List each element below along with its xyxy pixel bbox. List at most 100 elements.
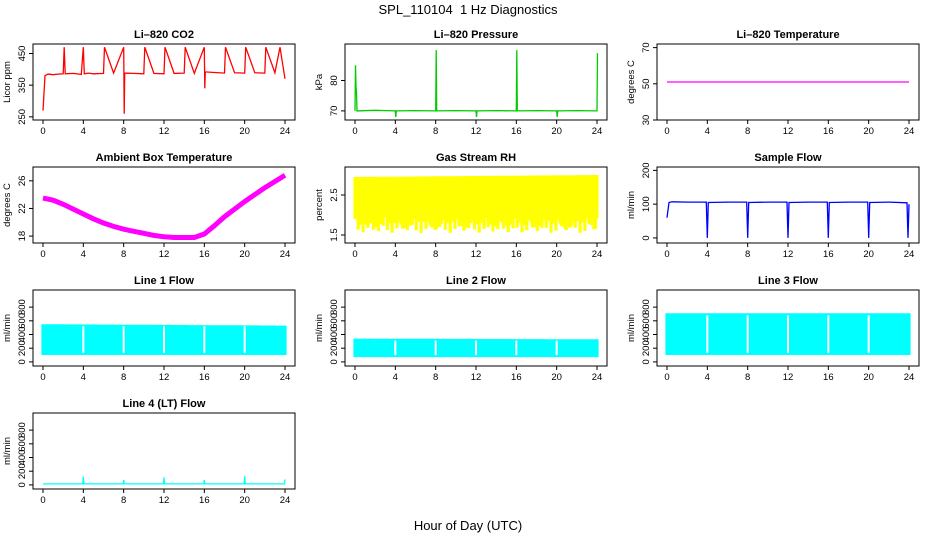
y-tick-label: 0 [17, 482, 28, 487]
y-axis-label: ml/min [2, 437, 13, 465]
y-tick-label: 600 [641, 313, 652, 329]
x-tick-label: 24 [280, 126, 291, 137]
y-tick-label: 400 [329, 327, 340, 343]
x-tick-label: 16 [511, 249, 522, 260]
y-tick-label: 800 [329, 299, 340, 315]
chart-title: Line 3 Flow [758, 275, 818, 287]
chart-panel-8: Line 2 Flow ml/min 0 4 8 12 16 20 24 0 20040060080… [314, 275, 608, 383]
x-tick-label: 4 [705, 249, 710, 260]
x-tick-label: 24 [904, 372, 915, 383]
chart-panel-5: Gas Stream RH percent 0 4 8 12 16 20 24 1.5 2.5 [314, 152, 608, 260]
x-tick-label: 24 [280, 372, 291, 383]
y-axis-label: ml/min [314, 314, 325, 342]
y-tick-label: 200 [17, 463, 28, 479]
x-tick-label: 0 [40, 495, 45, 506]
x-tick-label: 20 [863, 372, 874, 383]
x-tick-label: 8 [121, 495, 126, 506]
x-tick-label: 20 [239, 249, 250, 260]
x-tick-label: 12 [783, 126, 794, 137]
x-tick-label: 8 [745, 372, 750, 383]
x-tick-label: 4 [393, 372, 398, 383]
x-tick-label: 16 [199, 495, 210, 506]
y-tick-label: 2.5 [329, 188, 340, 201]
x-tick-label: 8 [121, 126, 126, 137]
y-tick-label: 250 [17, 109, 28, 125]
x-tick-label: 12 [783, 249, 794, 260]
y-tick-label: 800 [17, 422, 28, 438]
x-tick-label: 12 [159, 495, 170, 506]
x-tick-label: 0 [40, 126, 45, 137]
x-tick-label: 12 [783, 372, 794, 383]
y-tick-label: 800 [641, 299, 652, 315]
chart-title: Line 1 Flow [134, 275, 194, 287]
plot-frame [32, 166, 296, 244]
chart-panel-7: Line 1 Flow ml/min 0 4 8 12 16 20 24 0 20040060080… [2, 275, 296, 383]
x-tick-label: 24 [592, 126, 603, 137]
x-tick-label: 0 [40, 249, 45, 260]
x-tick-label: 4 [81, 249, 86, 260]
x-tick-label: 4 [393, 126, 398, 137]
y-tick-label: 70 [641, 42, 652, 53]
plot-frame [32, 43, 296, 121]
y-tick-label: 200 [641, 162, 652, 178]
global-x-axis-label: Hour of Day (UTC) [413, 518, 523, 533]
y-tick-label: 450 [17, 46, 28, 62]
chart-title: Li–820 Temperature [736, 29, 839, 41]
x-tick-label: 8 [121, 249, 126, 260]
chart-panel-6: Sample Flow ml/min 0 4 8 12 16 20 24 0 100 200 [626, 152, 920, 260]
series-line [354, 50, 599, 118]
x-tick-label: 0 [664, 126, 669, 137]
y-axis-label: ml/min [2, 314, 13, 342]
x-tick-label: 4 [705, 126, 710, 137]
x-tick-label: 16 [511, 372, 522, 383]
x-tick-label: 8 [745, 126, 750, 137]
x-tick-label: 20 [551, 249, 562, 260]
y-tick-label: 200 [17, 340, 28, 356]
y-axis-label: kPa [314, 73, 325, 90]
x-tick-label: 8 [121, 372, 126, 383]
y-axis-label: ml/min [626, 314, 637, 342]
x-tick-label: 16 [823, 249, 834, 260]
y-tick-label: 800 [17, 299, 28, 315]
chart-panel-3: Li–820 Temperature degrees C 0 4 8 12 16 20 24 30… [626, 29, 920, 137]
x-tick-label: 24 [904, 249, 915, 260]
series-line [42, 173, 287, 240]
x-tick-label: 4 [393, 249, 398, 260]
series-line [43, 475, 286, 485]
x-tick-label: 4 [81, 495, 86, 506]
y-tick-label: 600 [17, 313, 28, 329]
y-axis-label: ml/min [626, 191, 637, 219]
x-tick-label: 20 [863, 126, 874, 137]
x-tick-label: 24 [904, 126, 915, 137]
y-axis-label: degrees C [2, 183, 13, 227]
series-band [353, 175, 599, 233]
x-tick-label: 0 [352, 126, 357, 137]
chart-panel-10: Line 4 (LT) Flow ml/min 0 4 8 12 16 20 24 0 200400… [2, 398, 296, 506]
y-tick-label: 1.5 [329, 228, 340, 241]
x-tick-label: 24 [592, 249, 603, 260]
y-tick-label: 80 [329, 75, 340, 86]
chart-title: Line 4 (LT) Flow [123, 398, 206, 410]
y-axis-label: percent [314, 189, 325, 221]
x-tick-label: 8 [433, 372, 438, 383]
y-tick-label: 400 [17, 450, 28, 466]
x-tick-label: 4 [81, 126, 86, 137]
x-tick-label: 8 [745, 249, 750, 260]
chart-panel-9: Line 3 Flow ml/min 0 4 8 12 16 20 24 0 20040060080… [626, 275, 920, 383]
x-tick-label: 4 [81, 372, 86, 383]
chart-title: Gas Stream RH [436, 152, 516, 164]
y-tick-label: 50 [641, 79, 652, 90]
y-axis-label: Licor ppm [2, 61, 13, 103]
x-tick-label: 20 [239, 495, 250, 506]
chart-panel-2: Li–820 Pressure kPa 0 4 8 12 16 20 24 70 80 [314, 29, 608, 137]
y-tick-label: 200 [641, 340, 652, 356]
x-tick-label: 16 [199, 249, 210, 260]
page-title: SPL_110104 1 Hz Diagnostics [378, 2, 558, 17]
y-tick-label: 22 [17, 203, 28, 214]
x-tick-label: 20 [863, 249, 874, 260]
chart-panel-1: Li–820 CO2 Licor ppm 0 4 8 12 16 20 24 250 350 450 [2, 29, 296, 137]
x-tick-label: 20 [551, 372, 562, 383]
x-tick-label: 20 [239, 126, 250, 137]
x-tick-label: 12 [159, 372, 170, 383]
chart-title: Li–820 CO2 [134, 29, 194, 41]
